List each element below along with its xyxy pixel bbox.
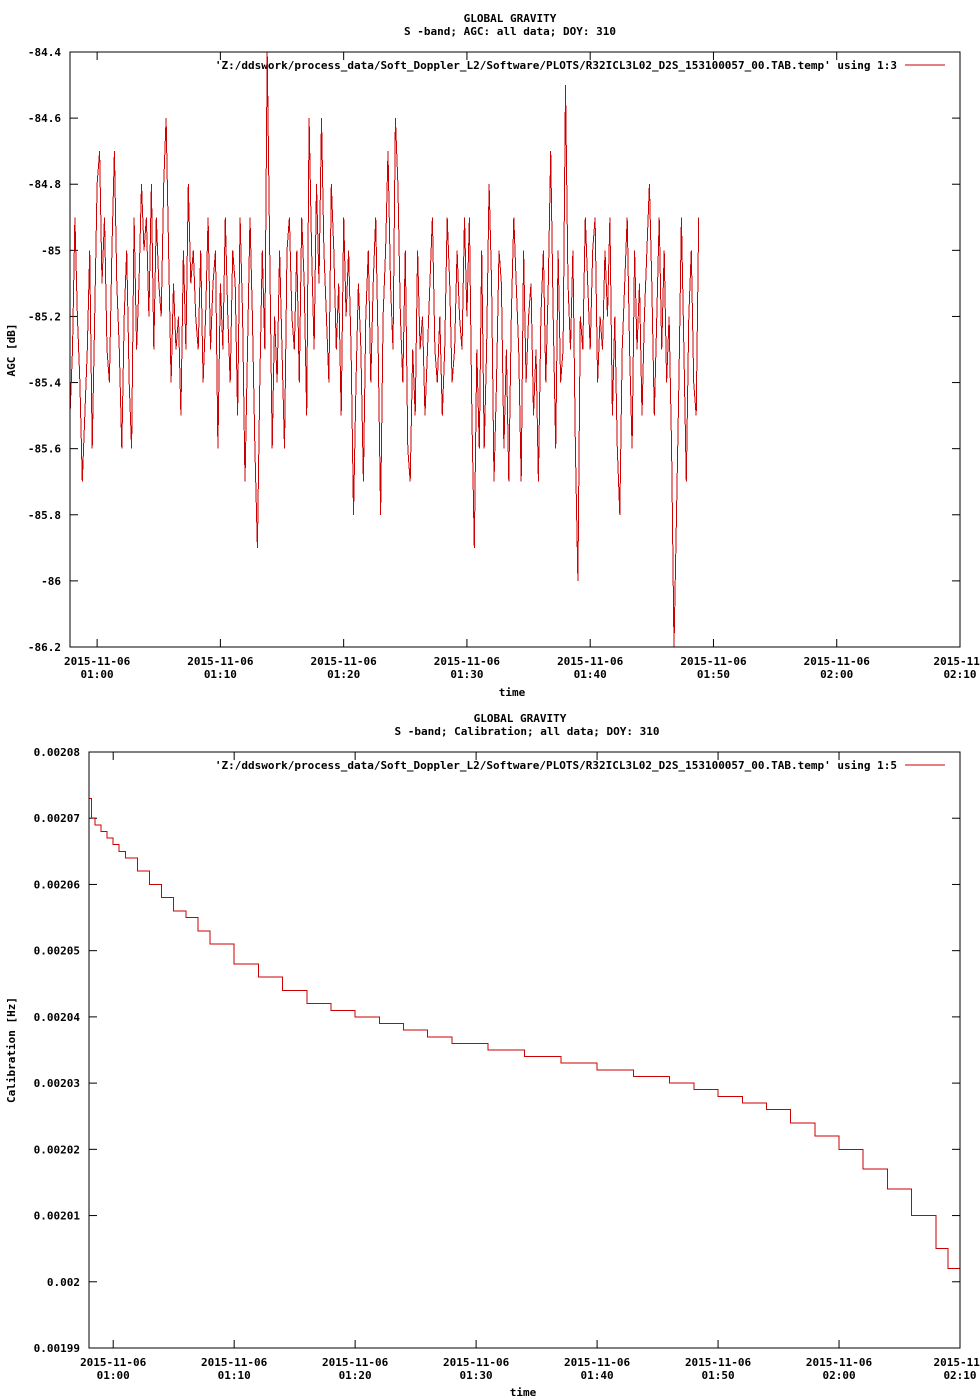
cal-x-tick-time: 02:10 (943, 1369, 976, 1382)
cal-plot-frame (88, 751, 961, 1349)
cal-x-tick-date: 2015-11-06 (322, 1356, 389, 1369)
agc-x-tick-time: 01:50 (697, 668, 730, 681)
cal-y-tick-label: 0.00207 (34, 812, 80, 825)
cal-x-tick-time: 01:30 (460, 1369, 493, 1382)
agc-x-tick-time: 02:00 (820, 668, 853, 681)
cal-y-tick-label: 0.00199 (34, 1342, 80, 1355)
cal-legend-label: 'Z:/ddswork/process_data/Soft_Doppler_L2… (215, 759, 897, 772)
cal-x-tick-time: 01:20 (339, 1369, 372, 1382)
cal-x-tick-time: 01:40 (581, 1369, 614, 1382)
agc-x-tick-time: 01:10 (204, 668, 237, 681)
agc-x-tick-date: 2015-11-06 (557, 655, 624, 668)
cal-x-tick-time: 01:50 (701, 1369, 734, 1382)
agc-y-tick-label: -86 (41, 575, 61, 588)
cal-chart-subtitle: S -band; Calibration; all data; DOY: 310 (395, 725, 660, 738)
agc-y-axis-label: AGC [dB] (5, 324, 18, 377)
cal-x-tick-time: 01:10 (218, 1369, 251, 1382)
cal-x-tick-date: 2015-11-06 (201, 1356, 268, 1369)
cal-x-axis-label: time (510, 1386, 537, 1399)
cal-chart-title: GLOBAL GRAVITY (474, 712, 567, 725)
cal-y-tick-label: 0.00201 (34, 1210, 81, 1223)
agc-x-tick-time: 01:00 (81, 668, 114, 681)
cal-x-tick-date: 2015-11-06 (443, 1356, 510, 1369)
agc-y-tick-label: -86.2 (28, 641, 61, 654)
agc-x-tick-date: 2015-11-06 (680, 655, 747, 668)
agc-chart-title: GLOBAL GRAVITY (464, 12, 557, 25)
cal-y-tick-label: 0.00202 (34, 1143, 80, 1156)
agc-chart-subtitle: S -band; AGC: all data; DOY: 310 (404, 25, 616, 38)
agc-panel: GLOBAL GRAVITY S -band; AGC: all data; D… (5, 12, 980, 699)
cal-y-ticks: 0.00208 0.00207 0.00206 0.00205 0.00204 0.002… (34, 746, 960, 1355)
agc-series-line (69, 51, 700, 648)
agc-x-tick-date: 2015-11-06 (311, 655, 378, 668)
cal-y-tick-label: 0.002 (47, 1276, 80, 1289)
calibration-series-line (89, 797, 961, 1289)
agc-y-ticks: -84.4 -84.6 -84.8 -85 -85.2 -85.4 -85.6 -85.8 -8… (28, 46, 960, 654)
cal-x-tick-date: 2015-11-06 (564, 1356, 631, 1369)
calibration-panel: GLOBAL GRAVITY S -band; Calibration; all… (5, 712, 980, 1399)
agc-x-tick-date: 2015-11-06 (434, 655, 501, 668)
agc-y-tick-label: -85.4 (28, 377, 61, 390)
cal-x-tick-date: 2015-11- (934, 1356, 980, 1369)
cal-y-tick-label: 0.00208 (34, 746, 80, 759)
cal-x-tick-time: 02:00 (822, 1369, 855, 1382)
agc-y-tick-label: -84.4 (28, 46, 61, 59)
agc-y-tick-label: -85.8 (28, 509, 61, 522)
agc-x-tick-time: 01:40 (574, 668, 607, 681)
agc-y-tick-label: -85.6 (28, 443, 61, 456)
cal-y-tick-label: 0.00204 (34, 1011, 81, 1024)
cal-x-tick-date: 2015-11-06 (685, 1356, 752, 1369)
agc-x-tick-time: 01:30 (450, 668, 483, 681)
cal-x-ticks: 2015-11-0601:002015-11-0601:102015-11-06… (80, 752, 980, 1382)
cal-x-tick-date: 2015-11-06 (806, 1356, 873, 1369)
agc-plot-frame (69, 51, 961, 648)
agc-y-tick-label: -85 (41, 244, 61, 257)
cal-y-tick-label: 0.00203 (34, 1077, 80, 1090)
agc-legend-label: 'Z:/ddswork/process_data/Soft_Doppler_L2… (215, 59, 897, 72)
agc-y-tick-label: -84.6 (28, 112, 61, 125)
cal-x-tick-time: 01:00 (97, 1369, 130, 1382)
cal-y-axis-label: Calibration [Hz] (5, 997, 18, 1103)
agc-x-tick-date: 2015-11-06 (187, 655, 254, 668)
agc-x-tick-time: 01:20 (327, 668, 360, 681)
agc-x-ticks: 2015-11-0601:002015-11-0601:102015-11-06… (64, 52, 980, 681)
agc-x-tick-date: 2015-11-06 (804, 655, 871, 668)
agc-x-tick-time: 02:10 (943, 668, 976, 681)
agc-x-tick-date: 2015-11-06 (64, 655, 131, 668)
agc-x-tick-date: 2015-11- (934, 655, 980, 668)
cal-y-tick-label: 0.00205 (34, 945, 80, 958)
agc-x-axis-label: time (499, 686, 526, 699)
cal-y-tick-label: 0.00206 (34, 878, 81, 891)
cal-x-tick-date: 2015-11-06 (80, 1356, 147, 1369)
agc-y-tick-label: -84.8 (28, 178, 61, 191)
agc-y-tick-label: -85.2 (28, 310, 61, 323)
